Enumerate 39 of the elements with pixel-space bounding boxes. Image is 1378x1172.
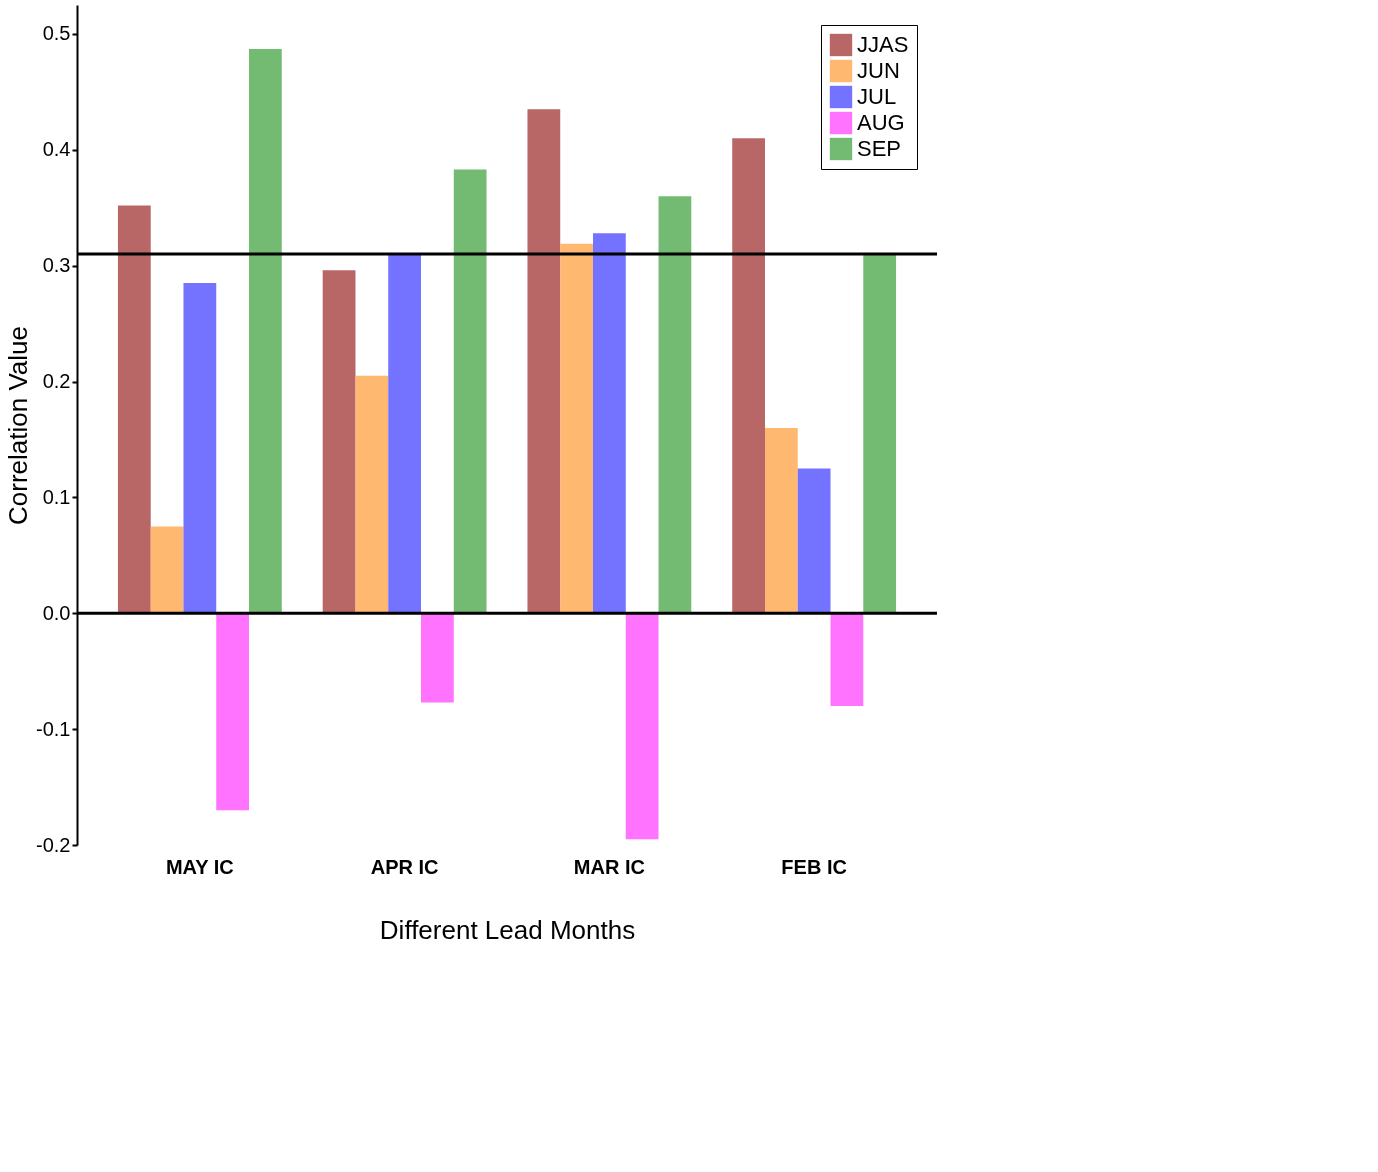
bar (863, 254, 897, 614)
bar (830, 613, 864, 706)
x-tick-label: APR IC (370, 855, 439, 878)
y-tick-label: 0.0 (42, 601, 71, 624)
bar (658, 196, 692, 614)
legend-label: JUL (857, 84, 897, 109)
bar (183, 283, 217, 614)
y-axis-title: Correlation Value (3, 326, 34, 525)
x-tick-label: FEB IC (781, 855, 847, 878)
bar (560, 243, 593, 614)
bar (117, 205, 151, 614)
legend-label: JUN (857, 58, 900, 83)
y-tick-label: 0.5 (42, 22, 71, 45)
bar (355, 375, 389, 614)
x-tick-label: MAY IC (165, 855, 234, 878)
y-tick-label: 0.4 (42, 138, 71, 161)
x-axis-title: Different Lead Months (379, 914, 636, 945)
legend-label: SEP (857, 136, 902, 161)
y-tick-label: -0.1 (36, 717, 71, 740)
bar (150, 526, 184, 614)
bar (453, 169, 487, 614)
bar (625, 613, 659, 840)
bar (797, 468, 831, 614)
bar (249, 49, 282, 614)
bar (593, 233, 626, 614)
bar (732, 138, 765, 614)
legend-label: JJAS (857, 32, 909, 57)
y-tick-label: 0.1 (42, 485, 71, 508)
y-tick-label: 0.2 (42, 370, 71, 393)
legend-label: AUG (857, 110, 905, 135)
y-tick-label: 0.3 (42, 254, 71, 277)
y-tick-label: -0.2 (36, 833, 71, 856)
bar (216, 613, 249, 811)
x-tick-label: MAR IC (573, 855, 645, 878)
bar (322, 270, 356, 614)
bar (765, 427, 798, 614)
bar (388, 254, 421, 614)
bar (421, 613, 454, 703)
bar (527, 109, 561, 614)
